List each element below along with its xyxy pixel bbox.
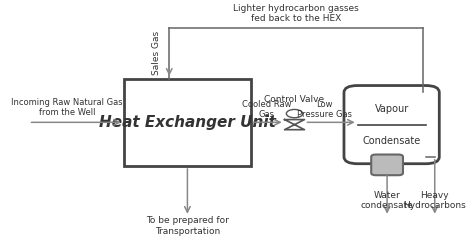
Text: Low
Pressure Gas: Low Pressure Gas (297, 100, 352, 119)
FancyBboxPatch shape (124, 79, 251, 166)
Text: Lighter hydrocarbon gasses
fed back to the HEX: Lighter hydrocarbon gasses fed back to t… (234, 4, 359, 23)
Text: Sales Gas: Sales Gas (152, 31, 161, 75)
Text: Condensate: Condensate (363, 136, 421, 146)
Text: Incoming Raw Natural Gas
from the Well: Incoming Raw Natural Gas from the Well (11, 98, 123, 117)
Text: Heat Exchanger Unit: Heat Exchanger Unit (99, 115, 276, 130)
Text: To be prepared for
Transportation: To be prepared for Transportation (146, 216, 229, 235)
Text: Cooled Raw
Gas: Cooled Raw Gas (242, 100, 291, 119)
Text: Water
condensate: Water condensate (361, 191, 413, 210)
FancyBboxPatch shape (371, 154, 403, 175)
FancyBboxPatch shape (344, 86, 439, 164)
Text: Heavy
Hydrocarbons: Heavy Hydrocarbons (403, 191, 466, 210)
Text: Control Valve: Control Valve (264, 95, 325, 104)
Text: Vapour: Vapour (374, 104, 409, 114)
